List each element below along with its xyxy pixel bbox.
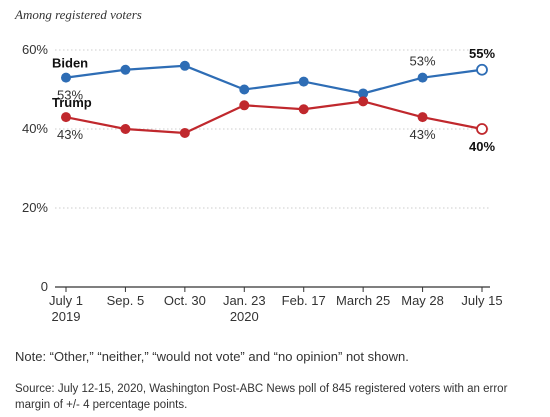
x-axis-ticks: July 1 2019 Sep. 5 Oct. 30 Jan. 23 2020 Feb. 1… bbox=[49, 287, 503, 324]
biden-point bbox=[61, 72, 71, 83]
series-lines bbox=[65, 64, 483, 135]
y-tick-label: 0 bbox=[41, 279, 48, 294]
trump-point bbox=[358, 96, 369, 107]
series-points bbox=[61, 60, 488, 138]
y-tick-label: 20% bbox=[22, 200, 48, 215]
x-tick-label: May 28 bbox=[401, 293, 444, 308]
line-chart: 0 20% 40% 60% July 1 2019 Sep. 5 Oct. 30 Jan. 2… bbox=[22, 42, 503, 324]
y-tick-label: 40% bbox=[22, 121, 48, 136]
trump-series-label: Trump bbox=[52, 95, 92, 110]
x-tick-label: July 1 2019 bbox=[49, 293, 83, 324]
chart-subtitle: Among registered voters bbox=[15, 7, 142, 22]
biden-point bbox=[417, 72, 428, 83]
biden-line bbox=[65, 64, 483, 95]
y-tick-label: 60% bbox=[22, 42, 48, 57]
trump-point bbox=[179, 127, 190, 138]
biden-point bbox=[120, 64, 131, 75]
trump-point bbox=[417, 112, 428, 123]
trump-point bbox=[298, 104, 309, 115]
biden-data-label: 53% bbox=[410, 54, 436, 69]
biden-data-label: 55% bbox=[469, 46, 495, 61]
x-tick-label: March 25 bbox=[336, 293, 390, 308]
x-tick-label: Oct. 30 bbox=[164, 293, 206, 308]
chart-note: Note: “Other,” “neither,” “would not vot… bbox=[15, 349, 409, 364]
trump-data-label: 43% bbox=[57, 127, 83, 142]
trump-point bbox=[476, 123, 488, 135]
trump-point bbox=[239, 100, 250, 111]
biden-point bbox=[476, 63, 488, 76]
trump-data-label: 43% bbox=[410, 127, 436, 142]
chart-source: Source: July 12-15, 2020, Washington Pos… bbox=[15, 383, 508, 411]
trump-point bbox=[61, 112, 71, 123]
x-tick-label: July 15 bbox=[461, 293, 502, 308]
biden-point bbox=[239, 84, 250, 95]
x-tick-label: Sep. 5 bbox=[107, 293, 145, 308]
trump-line bbox=[65, 100, 483, 135]
data-labels: Biden 53% 53% 55% Trump 43% 43% 40% bbox=[52, 46, 495, 154]
biden-series-label: Biden bbox=[52, 56, 88, 71]
trump-data-label: 40% bbox=[469, 139, 495, 154]
biden-point bbox=[298, 76, 309, 87]
biden-data-label: 53% bbox=[57, 88, 83, 103]
x-tick-label: Jan. 23 2020 bbox=[223, 293, 266, 324]
trump-point bbox=[120, 124, 131, 134]
y-axis-ticks: 0 20% 40% 60% bbox=[22, 42, 48, 294]
biden-point bbox=[358, 88, 369, 99]
x-tick-label: Feb. 17 bbox=[282, 293, 326, 308]
biden-point bbox=[179, 60, 190, 71]
